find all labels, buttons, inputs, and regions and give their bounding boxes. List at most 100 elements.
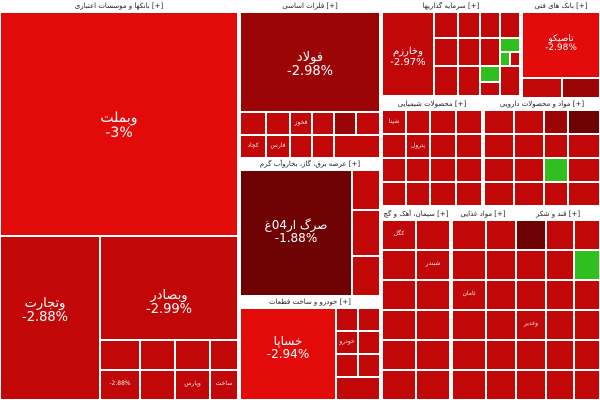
lower-tile[interactable]	[574, 370, 600, 400]
bank-small-tile[interactable]: وپارس	[175, 370, 210, 400]
metal-small-tile[interactable]	[240, 112, 266, 135]
lower-tile[interactable]	[516, 220, 546, 250]
sector-header-basic-metals[interactable]: فلزات اساسی [+]	[240, 0, 380, 12]
auto-small-tile[interactable]: خودرو	[336, 331, 358, 354]
lower-tile[interactable]	[546, 370, 574, 400]
lower-tile[interactable]	[574, 310, 600, 340]
inv-small-tile[interactable]	[480, 38, 500, 66]
electric-small-tile[interactable]	[352, 256, 380, 296]
electric-small-tile[interactable]	[352, 170, 380, 210]
lower-tile[interactable]	[546, 310, 574, 340]
metal-small-tile[interactable]	[334, 112, 356, 135]
sector-header-investment[interactable]: سرمایه گذاریها [+]	[382, 0, 520, 12]
inv-small-tile[interactable]	[434, 38, 458, 66]
lower-tile[interactable]: شبندر	[416, 250, 450, 280]
lower-tile[interactable]	[574, 220, 600, 250]
chem-tile[interactable]	[456, 110, 482, 134]
lower-tile[interactable]	[452, 340, 486, 370]
metal-small-tile[interactable]	[356, 112, 380, 135]
pharma-tile[interactable]	[544, 182, 568, 206]
lower-tile[interactable]	[516, 250, 546, 280]
lower-tile[interactable]	[516, 280, 546, 310]
metal-small-tile[interactable]	[312, 112, 334, 135]
inv-small-tile[interactable]	[434, 66, 458, 96]
sector-header-banks[interactable]: بانکها و موسسات اعتباری [+]	[0, 0, 238, 12]
lower-tile[interactable]	[546, 250, 574, 280]
bank-small-tile[interactable]: ساخت	[210, 370, 238, 400]
sector-header-multi[interactable]: بانک های فنی [+]	[522, 0, 600, 12]
tile-foolad[interactable]: فولاد -2.98%	[240, 12, 380, 112]
sector-header-chemicals[interactable]: محصولات شیمیایی [+]	[382, 98, 482, 110]
pharma-tile[interactable]	[484, 182, 514, 206]
tile-vtejarat[interactable]: وتجارت -2.88%	[0, 236, 100, 400]
chem-tile[interactable]	[430, 182, 456, 206]
chem-tile[interactable]: پترول	[406, 134, 430, 158]
auto-small-tile[interactable]	[358, 308, 380, 331]
lower-tile[interactable]	[574, 280, 600, 310]
pharma-tile[interactable]	[568, 182, 600, 206]
lower-tile[interactable]	[452, 370, 486, 400]
inv-small-tile[interactable]	[510, 52, 520, 66]
chem-tile[interactable]: شپنا	[382, 110, 406, 134]
lower-tile[interactable]	[452, 310, 486, 340]
sector-header-electric[interactable]: عرضه برق، گاز، بخاروآب گرم [+]	[240, 158, 380, 170]
chem-tile[interactable]	[406, 182, 430, 206]
lower-tile[interactable]	[416, 280, 450, 310]
lower-tile[interactable]	[516, 370, 546, 400]
sector-header-sugar[interactable]: قند و شکر [+]	[516, 208, 600, 220]
pharma-tile[interactable]	[514, 134, 544, 158]
lower-tile[interactable]	[416, 310, 450, 340]
lower-tile[interactable]: کگل	[382, 220, 416, 250]
chem-tile[interactable]	[382, 134, 406, 158]
lower-tile[interactable]	[574, 340, 600, 370]
pharma-tile[interactable]	[568, 110, 600, 134]
lower-tile[interactable]	[486, 340, 516, 370]
tile-vbsader[interactable]: وبصادر -2.99%	[100, 236, 238, 340]
inv-small-tile[interactable]	[500, 66, 520, 96]
pharma-tile[interactable]	[514, 110, 544, 134]
chem-tile[interactable]	[430, 134, 456, 158]
inv-small-tile[interactable]	[480, 82, 500, 96]
bank-small-tile[interactable]	[210, 340, 238, 370]
sector-header-auto[interactable]: خودرو و ساخت قطعات [+]	[240, 296, 380, 308]
lower-tile[interactable]	[382, 250, 416, 280]
lower-tile[interactable]	[486, 310, 516, 340]
lower-tile[interactable]	[516, 340, 546, 370]
lower-tile[interactable]	[546, 340, 574, 370]
bank-small-tile[interactable]: -2.88%	[100, 370, 140, 400]
metal-small-tile[interactable]	[312, 135, 334, 158]
lower-tile[interactable]	[416, 220, 450, 250]
auto-small-tile[interactable]	[336, 377, 380, 400]
lower-tile[interactable]	[416, 340, 450, 370]
auto-small-tile[interactable]	[358, 331, 380, 354]
chem-tile[interactable]	[430, 110, 456, 134]
inv-small-tile[interactable]	[458, 66, 480, 96]
lower-tile[interactable]	[452, 250, 486, 280]
bank-small-tile[interactable]	[100, 340, 140, 370]
lower-tile[interactable]	[452, 220, 486, 250]
inv-small-tile[interactable]	[500, 12, 520, 38]
lower-tile[interactable]	[382, 310, 416, 340]
pharma-tile[interactable]	[514, 158, 544, 182]
metal-small-tile[interactable]	[266, 112, 290, 135]
bank-small-tile[interactable]	[175, 340, 210, 370]
metal-small-tile[interactable]: فخوز	[290, 112, 312, 135]
auto-small-tile[interactable]	[336, 354, 358, 377]
lower-tile[interactable]	[486, 220, 516, 250]
chem-tile[interactable]	[406, 158, 430, 182]
lower-tile[interactable]	[416, 370, 450, 400]
sector-header-cement[interactable]: سیمان، آهک و گچ [+]	[382, 208, 450, 220]
inv-small-tile[interactable]	[458, 38, 480, 66]
chem-tile[interactable]	[456, 134, 482, 158]
inv-small-tile[interactable]	[434, 12, 458, 38]
tile-khsapa[interactable]: خساپا -2.94%	[240, 308, 336, 400]
bank-small-tile[interactable]	[140, 370, 175, 400]
chem-tile[interactable]	[382, 158, 406, 182]
tile-sarg[interactable]: صرگ ار04غ -1.88%	[240, 170, 352, 296]
metal-small-tile[interactable]: فارس	[266, 135, 290, 158]
pharma-tile[interactable]	[568, 134, 600, 158]
lower-tile[interactable]	[382, 340, 416, 370]
pharma-tile[interactable]	[544, 134, 568, 158]
tile-vkharazm[interactable]: وخارزم -2.97%	[382, 12, 434, 96]
lower-tile[interactable]: وغدیر	[516, 310, 546, 340]
